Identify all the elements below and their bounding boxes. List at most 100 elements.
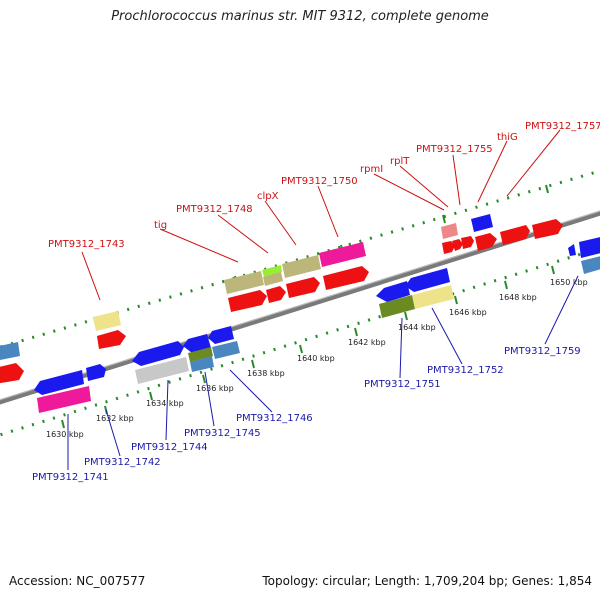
leader-line-pmt9312-1745	[204, 371, 215, 427]
leader-line-pmt9312-1746	[229, 369, 273, 413]
feature-khaki[interactable]	[282, 255, 321, 278]
feature-arrow-red[interactable]	[500, 225, 530, 245]
leader-line-thig	[477, 140, 508, 203]
leader-line-pmt9312-1743	[81, 251, 101, 301]
feature-arrow-red[interactable]	[266, 286, 286, 303]
major-tick-1642	[354, 327, 358, 337]
major-tick-1650	[551, 265, 555, 275]
leader-line-pmt9312-1742	[105, 409, 121, 457]
feature-yellow[interactable]	[93, 311, 121, 331]
leader-line-pmt9312-1751	[399, 317, 403, 379]
feature-olive[interactable]	[379, 295, 415, 318]
gene-label-pmt9312-1751[interactable]: PMT9312_1751	[364, 379, 441, 390]
forward-tick-row	[0, 169, 600, 349]
feature-arrow-blue[interactable]	[132, 341, 184, 366]
kbp-label-1634: 1634 kbp	[146, 399, 184, 408]
kbp-label-1644: 1644 kbp	[398, 323, 436, 332]
feature-arrow-red[interactable]	[228, 290, 267, 312]
gene-label-clpx[interactable]: clpX	[257, 191, 279, 202]
feature-blue-small[interactable]	[212, 341, 240, 359]
feature-arrow-red[interactable]	[442, 241, 455, 254]
kbp-label-1640: 1640 kbp	[297, 354, 335, 363]
leader-line-pmt9312-1757	[506, 129, 561, 197]
leader-line-tig	[159, 228, 239, 263]
feature-rrna[interactable]	[441, 223, 458, 239]
leader-line-pmt9312-1744	[165, 379, 169, 441]
leader-line-rpmi	[373, 173, 445, 211]
gene-label-pmt9312-1755[interactable]: PMT9312_1755	[416, 144, 493, 155]
genome-summary-text: Topology: circular; Length: 1,709,204 bp…	[262, 574, 592, 588]
kbp-label-1630: 1630 kbp	[46, 430, 84, 439]
gene-label-pmt9312-1759[interactable]: PMT9312_1759	[504, 346, 581, 357]
feature-arrow-red[interactable]	[475, 233, 497, 251]
gene-label-tig[interactable]: tig	[154, 220, 167, 231]
accession-text: Accession: NC_007577	[9, 574, 146, 588]
feature-cluster-right-middle	[376, 268, 454, 318]
major-tick-fwd-4	[442, 214, 446, 224]
leader-line-pmt9312-1750	[317, 185, 339, 238]
major-tick-1646	[454, 295, 458, 305]
kbp-label-1648: 1648 kbp	[499, 293, 537, 302]
gene-label-pmt9312-1744[interactable]: PMT9312_1744	[131, 442, 208, 453]
feature-arrow-red[interactable]	[323, 266, 369, 290]
feature-arrow-red[interactable]	[286, 277, 320, 298]
feature-arrow-blue[interactable]	[208, 326, 234, 344]
feature-olive[interactable]	[188, 347, 213, 362]
gene-label-pmt9312-1742[interactable]: PMT9312_1742	[84, 457, 161, 468]
feature-lime[interactable]	[262, 265, 282, 277]
feature-arrow-blue[interactable]	[405, 268, 450, 292]
major-tick-1630	[61, 419, 65, 429]
leader-line-rplt	[399, 165, 449, 208]
feature-pink[interactable]	[319, 242, 366, 267]
feature-grey[interactable]	[135, 357, 189, 384]
leader-line-pmt9312-1755	[452, 154, 461, 206]
major-tick-fwd-5	[545, 184, 549, 194]
major-tick-1644	[404, 311, 408, 321]
gene-label-rpmi[interactable]: rpmI	[360, 164, 383, 175]
kbp-label-1632: 1632 kbp	[96, 414, 134, 423]
feature-blue-small[interactable]	[190, 356, 214, 372]
gene-label-pmt9312-1748[interactable]: PMT9312_1748	[176, 204, 253, 215]
major-tick-1640	[299, 344, 303, 354]
feature-yellow[interactable]	[412, 285, 454, 309]
gene-label-pmt9312-1745[interactable]: PMT9312_1745	[184, 428, 261, 439]
gene-label-pmt9312-1743[interactable]: PMT9312_1743	[48, 239, 125, 250]
feature-blue-small[interactable]	[581, 255, 600, 274]
gene-label-rplt[interactable]: rplT	[390, 156, 410, 167]
feature-arrow-blue[interactable]	[471, 214, 493, 232]
feature-pink[interactable]	[37, 386, 91, 413]
leader-line-clpx	[264, 200, 297, 246]
map-title: Prochlorococcus marinus str. MIT 9312, c…	[111, 9, 489, 24]
feature-arrow-blue[interactable]	[34, 370, 84, 395]
feature-arrow-red[interactable]	[532, 219, 563, 239]
leader-line-pmt9312-1752	[431, 307, 463, 365]
kbp-label-1638: 1638 kbp	[247, 369, 285, 378]
major-tick-1648	[504, 280, 508, 290]
feature-khaki[interactable]	[263, 272, 283, 286]
kbp-label-1642: 1642 kbp	[348, 338, 386, 347]
major-tick-1638	[251, 359, 255, 369]
gene-label-pmt9312-1741[interactable]: PMT9312_1741	[32, 472, 109, 483]
feature-arrow-blue[interactable]	[0, 342, 20, 361]
gene-label-pmt9312-1746[interactable]: PMT9312_1746	[236, 413, 313, 424]
feature-arrow-blue[interactable]	[183, 334, 211, 353]
gene-label-pmt9312-1752[interactable]: PMT9312_1752	[427, 365, 504, 376]
leader-line-pmt9312-1759	[544, 275, 579, 345]
gene-label-pmt9312-1757[interactable]: PMT9312_1757	[525, 121, 600, 132]
feature-arrow-blue[interactable]	[568, 244, 576, 256]
feature-arrow-blue[interactable]	[376, 281, 410, 302]
feature-cluster-forward	[224, 242, 369, 312]
feature-arrow-red[interactable]	[97, 330, 126, 349]
feature-arrow-blue[interactable]	[579, 236, 600, 258]
gene-label-thig[interactable]: thiG	[497, 132, 518, 143]
gene-label-pmt9312-1750[interactable]: PMT9312_1750	[281, 176, 358, 187]
feature-arrow-red[interactable]	[452, 239, 463, 251]
feature-arrow-red[interactable]	[0, 363, 24, 384]
major-tick-1636	[202, 374, 206, 384]
major-tick-1634	[149, 391, 153, 401]
feature-khaki[interactable]	[224, 271, 264, 294]
feature-cluster-left	[0, 311, 126, 413]
feature-arrow-blue[interactable]	[86, 364, 106, 381]
feature-arrow-red[interactable]	[461, 236, 474, 249]
